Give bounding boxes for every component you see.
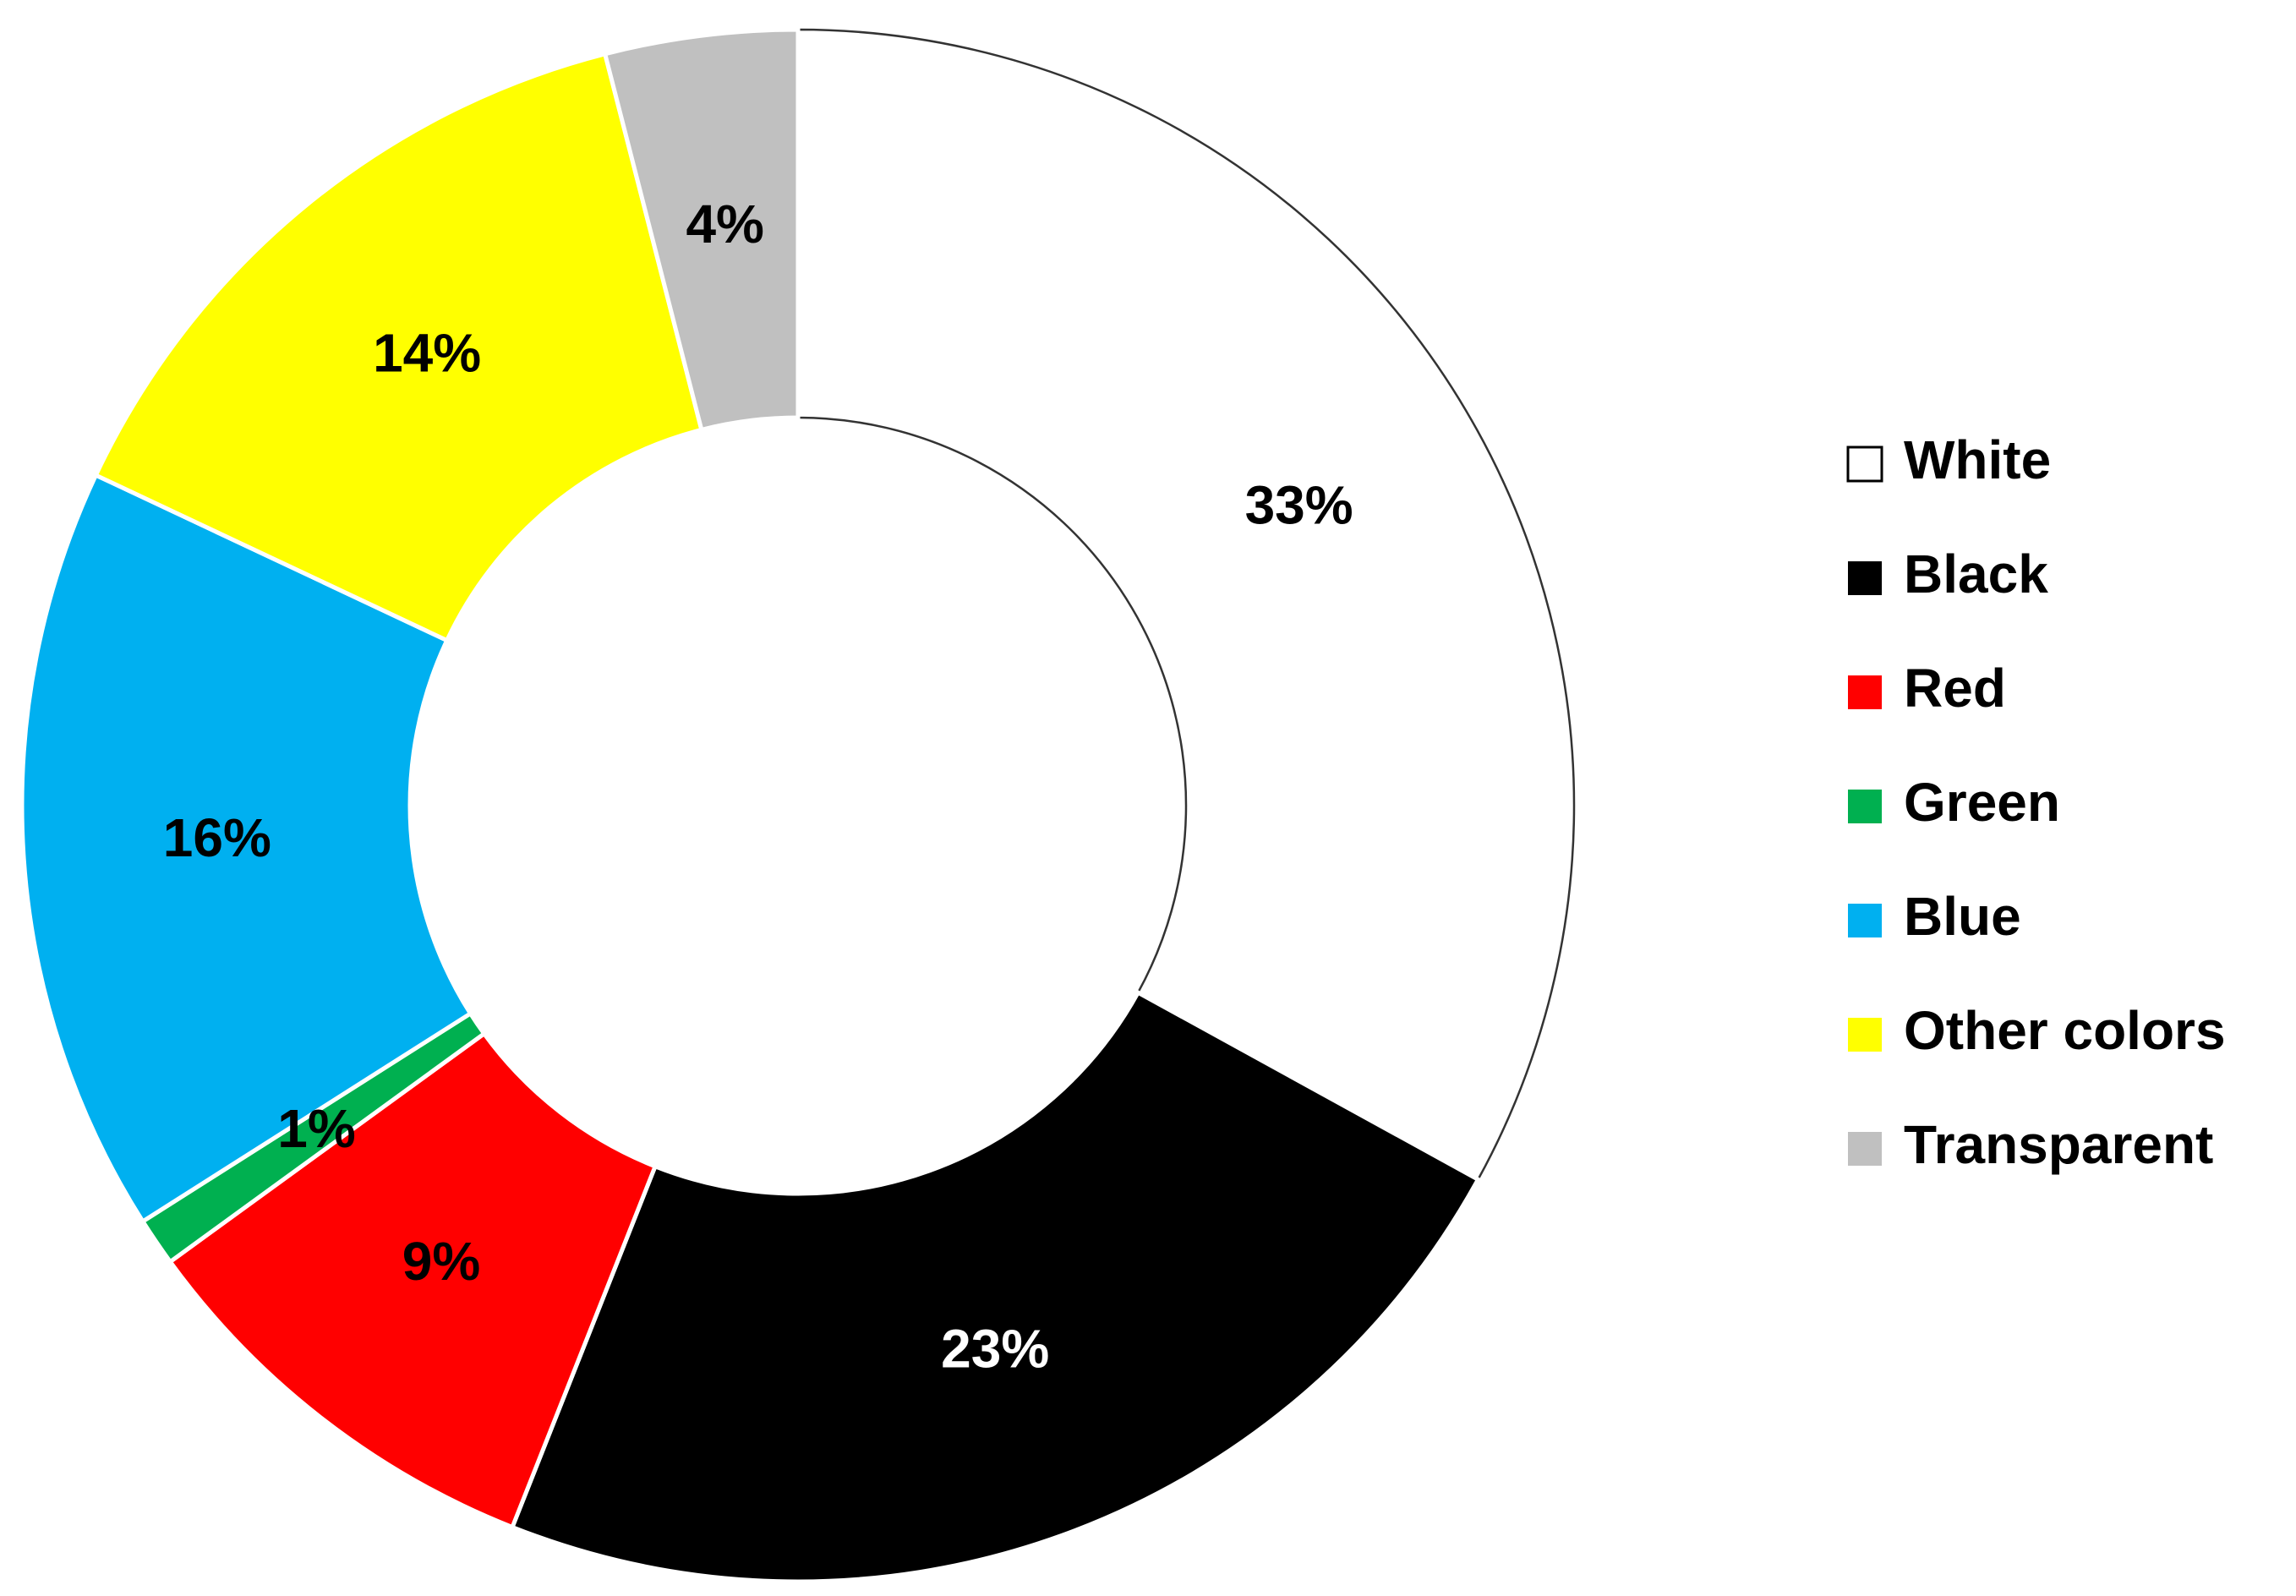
data-label: 9% xyxy=(402,1231,481,1292)
slice xyxy=(19,472,473,1225)
slice xyxy=(796,28,1576,1181)
legend-swatch xyxy=(1848,675,1882,709)
data-label: 4% xyxy=(686,194,764,254)
legend-label: Green xyxy=(1904,772,2060,833)
legend-swatch xyxy=(1848,1018,1882,1052)
slice xyxy=(602,27,801,433)
slice xyxy=(167,1030,659,1530)
data-label: 16% xyxy=(163,807,271,868)
legend-label: Blue xyxy=(1904,886,2021,947)
legend-swatch xyxy=(1848,904,1882,937)
legend-label: Black xyxy=(1904,544,2048,604)
data-label: 1% xyxy=(277,1098,356,1159)
data-label: 14% xyxy=(373,322,481,383)
data-label: 23% xyxy=(941,1319,1049,1380)
legend-swatch xyxy=(1846,445,1883,483)
slice xyxy=(93,51,704,643)
legend-label: Red xyxy=(1904,658,2006,719)
legend-label: White xyxy=(1904,429,2051,490)
slice xyxy=(509,989,1481,1584)
legend-label: Transparent xyxy=(1904,1114,2213,1175)
legend-swatch xyxy=(1848,790,1882,823)
legend-swatch xyxy=(1848,561,1882,595)
data-label: 33% xyxy=(1245,474,1353,535)
legend-label: Other colors xyxy=(1904,1000,2226,1061)
legend-swatch xyxy=(1848,1132,1882,1166)
